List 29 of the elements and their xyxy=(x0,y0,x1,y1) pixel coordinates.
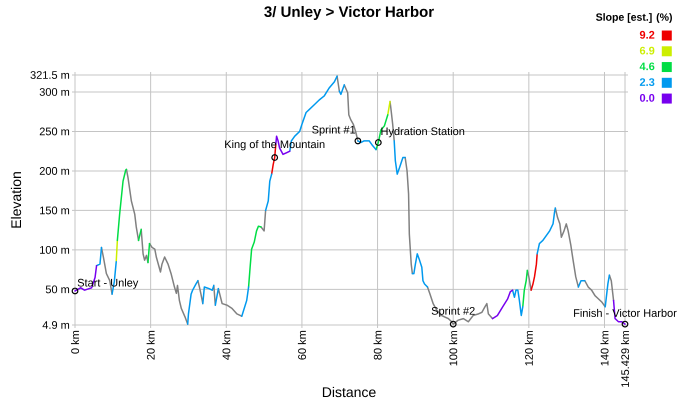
y-tick-label: 4.9 m xyxy=(42,321,70,329)
y-tick-label: 150 m xyxy=(40,206,70,214)
y-axis-title: Elevation xyxy=(10,172,22,228)
chart-title: 3/ Unley > Victor Harbor xyxy=(264,6,434,20)
x-tick-label: 100 km xyxy=(449,330,458,366)
y-tick-label: 100 m xyxy=(40,246,70,254)
x-tick-label: 145.429 km xyxy=(620,330,630,387)
y-tick-label: 300 m xyxy=(40,88,70,96)
annotation: Sprint #2 xyxy=(432,306,475,317)
y-tick-label: 200 m xyxy=(40,167,70,175)
legend-label: 4.6 xyxy=(640,62,654,70)
x-tick-label: 140 km xyxy=(600,330,609,366)
legend-label: 2.3 xyxy=(640,78,654,86)
x-tick-label: 20 km xyxy=(146,330,155,360)
legend-label: 0.0 xyxy=(640,94,654,102)
y-tick-label: 50 m xyxy=(46,285,70,294)
annotation: Hydration Station xyxy=(381,127,464,138)
x-tick-label: 60 km xyxy=(298,330,306,360)
annotation: Sprint #1 xyxy=(312,125,356,136)
x-tick-label: 120 km xyxy=(524,330,533,366)
x-axis-title: Distance xyxy=(322,386,376,398)
y-tick-label: 250 m xyxy=(40,128,70,136)
x-tick-label: 0 km xyxy=(70,330,80,354)
legend-label: 9.2 xyxy=(640,30,654,39)
x-tick-label: 40 km xyxy=(222,330,230,360)
x-tick-label: 80 km xyxy=(374,330,382,360)
legend-title: Slope [est.] (%) xyxy=(596,13,672,23)
y-tick-label: 321.5 m xyxy=(30,71,70,79)
legend-label: 6.9 xyxy=(640,46,654,54)
